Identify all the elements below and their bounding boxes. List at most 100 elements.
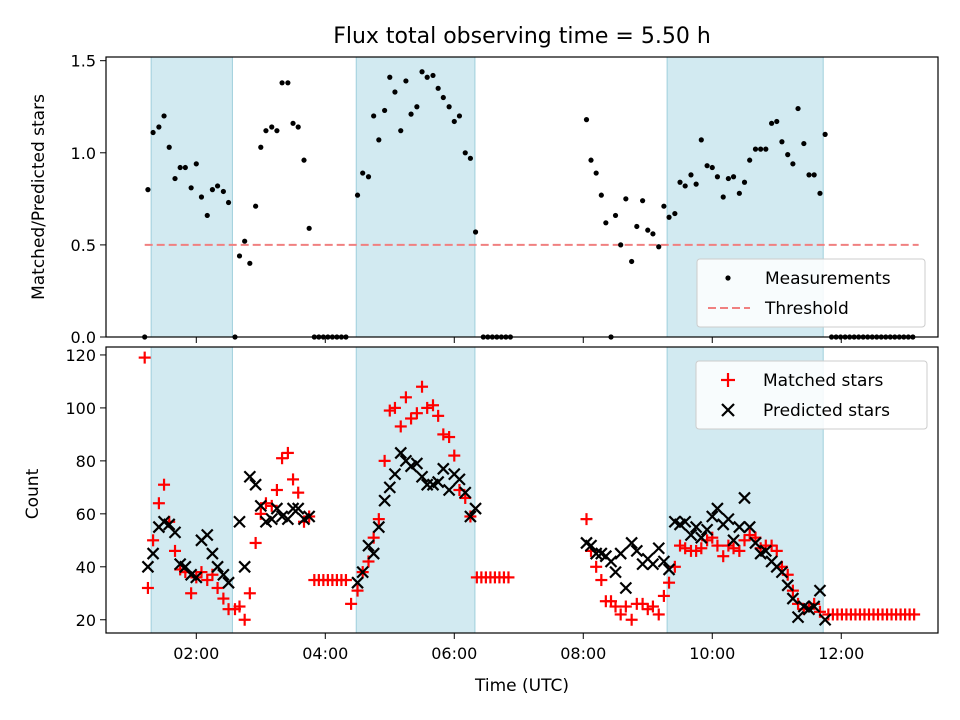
bottom-y-tick-label: 40 [76, 558, 96, 577]
matched-stars-point [421, 401, 434, 414]
matched-stars-point [243, 587, 256, 600]
predicted-stars-point [291, 502, 305, 515]
matched-stars-point [292, 486, 305, 499]
measurement-point [398, 128, 404, 134]
top-shaded-interval [150, 56, 233, 338]
legend-measurements-label: Measurements [765, 269, 891, 289]
measurement-point [634, 223, 640, 230]
matched-stars-point [394, 420, 407, 433]
predicted-stars-point [281, 512, 295, 526]
predicted-stars-point [678, 515, 692, 529]
measurement-point [306, 225, 312, 231]
predicted-stars-point [657, 555, 671, 568]
matched-stars-point [147, 534, 160, 547]
measurement-point [456, 113, 463, 119]
bottom-y-tick-label: 80 [76, 452, 96, 471]
measurement-point [301, 157, 307, 163]
top-y-tick-label: 0.0 [71, 328, 96, 347]
predicted-stars-point [162, 518, 176, 531]
bottom-axes: 20 40 60 80 100 120 02:00 04:00 06:00 08:00 10:00 1… [65, 346, 864, 663]
matched-stars-point [388, 401, 401, 414]
predicted-stars-point [378, 494, 391, 507]
measurement-point [242, 238, 248, 244]
measurement-point [693, 181, 699, 187]
matched-stars-point [378, 454, 391, 467]
matched-stars-point [141, 581, 154, 594]
measurement-point [150, 129, 156, 136]
matched-stars-point [738, 534, 751, 547]
measurement-point [682, 183, 688, 189]
predicted-stars-point [233, 515, 246, 529]
measurement-point [588, 157, 594, 163]
predicted-stars-point [786, 592, 800, 605]
measurement-point [188, 185, 194, 191]
matched-stars-point [717, 550, 730, 563]
predicted-stars-point [733, 520, 746, 534]
matched-stars-point [152, 497, 165, 510]
matched-stars-point [372, 513, 385, 526]
matched-stars-point [663, 576, 676, 589]
matched-stars-point [383, 404, 396, 417]
predicted-stars-point [584, 539, 598, 552]
matched-stars-point [595, 574, 608, 587]
bottom-shaded-intervals [150, 346, 824, 634]
predicted-stars-point [630, 544, 644, 558]
matched-stars-point [609, 600, 622, 613]
predicted-stars-point [749, 536, 762, 550]
measurement-point [408, 111, 414, 117]
matched-stars-point [743, 529, 756, 542]
predicted-stars-point [190, 571, 203, 584]
predicted-stars-point [604, 555, 618, 568]
predicted-stars-point [458, 486, 472, 499]
measurement-point [661, 203, 667, 209]
measurement-point [736, 190, 742, 196]
measurement-point [172, 175, 178, 182]
predicted-stars-point [168, 526, 182, 539]
top-axes-frame [105, 56, 939, 338]
matched-stars-point [614, 608, 627, 621]
measurement-point [822, 131, 828, 137]
predicted-stars-point [646, 557, 660, 571]
matched-stars-point [711, 539, 724, 552]
measurement-point [295, 124, 301, 130]
measurement-point [650, 231, 656, 237]
predicted-stars-point [388, 467, 402, 481]
measurement-point [640, 198, 646, 204]
measurement-point [204, 212, 210, 219]
predicted-stars-point [453, 473, 466, 486]
measurement-point [629, 258, 635, 265]
legend-matched-label: Matched stars [763, 371, 883, 391]
measurement-point [774, 118, 780, 125]
bottom-y-tick-label: 20 [76, 611, 96, 630]
measurement-point [446, 104, 452, 110]
predicted-stars-point [383, 481, 397, 494]
measurement-point [720, 194, 726, 200]
predicted-stars-point [781, 579, 795, 592]
matched-stars-point [432, 409, 445, 422]
predicted-stars-point [238, 560, 251, 574]
bottom-y-tick-label: 120 [65, 346, 96, 365]
predicted-stars-point [813, 584, 827, 597]
predicted-stars-point [442, 483, 456, 497]
measurement-point [274, 128, 280, 134]
measurement-point [360, 170, 366, 176]
measurement-point [193, 161, 199, 167]
matched-stars-point [138, 351, 151, 364]
measurement-point [419, 69, 425, 75]
measurement-point [371, 113, 377, 119]
measurement-point [435, 85, 441, 91]
matched-stars-point [249, 536, 262, 549]
matched-stars-point [416, 380, 429, 393]
measurement-point [177, 164, 183, 171]
measurement-point [424, 74, 430, 80]
measurement-point [603, 220, 609, 226]
measurement-point [166, 144, 172, 150]
matched-stars-point [690, 544, 703, 557]
x-tick-label: 08:00 [560, 644, 606, 663]
measurement-point [220, 188, 226, 195]
measurement-point [462, 150, 468, 156]
matched-stars-point [641, 603, 654, 616]
measurement-point [279, 80, 285, 86]
measurement-point [382, 107, 388, 114]
top-panel: 0.0 0.5 1.0 1.5 Matched/Predicted stars Mea… [29, 52, 939, 347]
